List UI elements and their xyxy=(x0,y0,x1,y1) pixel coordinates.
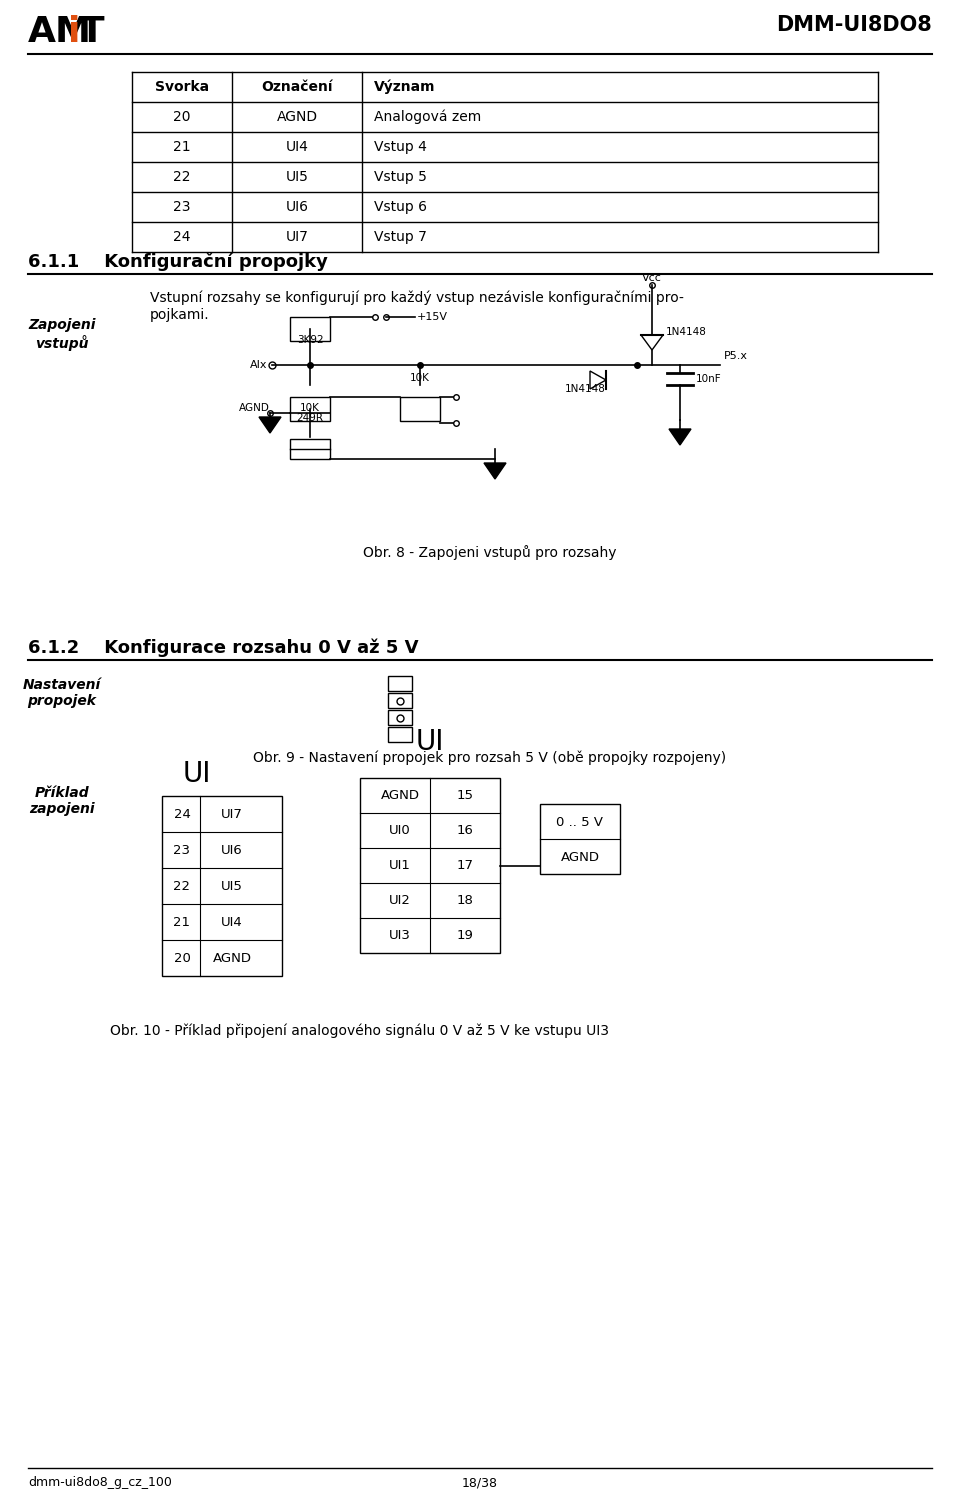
Text: UI7: UI7 xyxy=(221,808,243,821)
Text: Vcc: Vcc xyxy=(642,273,662,284)
Text: Zapojeni
vstupů: Zapojeni vstupů xyxy=(28,318,96,351)
Text: dmm-ui8do8_g_cz_100: dmm-ui8do8_g_cz_100 xyxy=(28,1475,172,1489)
Text: AGND: AGND xyxy=(380,790,420,802)
Text: UI6: UI6 xyxy=(221,844,243,857)
Text: 21: 21 xyxy=(174,916,190,929)
Bar xyxy=(290,317,330,341)
Bar xyxy=(162,796,282,976)
Bar xyxy=(388,710,412,725)
Text: 6.1.2    Konfigurace rozsahu 0 V až 5 V: 6.1.2 Konfigurace rozsahu 0 V až 5 V xyxy=(28,638,419,656)
Text: Svorka: Svorka xyxy=(155,80,209,95)
Text: 17: 17 xyxy=(457,859,473,872)
Text: 20: 20 xyxy=(173,110,191,125)
Bar xyxy=(388,726,412,741)
Bar xyxy=(540,805,620,874)
Polygon shape xyxy=(484,462,506,479)
Polygon shape xyxy=(669,429,691,444)
Text: UI2: UI2 xyxy=(389,895,411,907)
Text: P5.x: P5.x xyxy=(724,351,748,362)
Polygon shape xyxy=(259,417,281,432)
Text: UI: UI xyxy=(416,728,444,757)
Text: UI3: UI3 xyxy=(389,929,411,943)
Text: Vstup 4: Vstup 4 xyxy=(374,140,427,155)
Text: UI1: UI1 xyxy=(389,859,411,872)
Text: Analogová zem: Analogová zem xyxy=(374,110,481,125)
Bar xyxy=(290,396,330,420)
Bar xyxy=(388,693,412,708)
Text: 3K92: 3K92 xyxy=(297,335,324,345)
Text: AIx: AIx xyxy=(250,360,267,371)
Text: 23: 23 xyxy=(174,844,190,857)
Text: 18/38: 18/38 xyxy=(462,1475,498,1489)
Text: AGND: AGND xyxy=(561,851,599,865)
Text: AGND: AGND xyxy=(276,110,318,125)
Text: AGND: AGND xyxy=(212,952,252,965)
Text: UI7: UI7 xyxy=(285,230,308,245)
Text: Vstup 6: Vstup 6 xyxy=(374,200,427,215)
Bar xyxy=(360,778,500,953)
Text: 1N4148: 1N4148 xyxy=(666,327,707,338)
Text: 10K: 10K xyxy=(410,374,430,383)
Text: AGND: AGND xyxy=(239,402,270,413)
Text: Vstup 5: Vstup 5 xyxy=(374,170,427,185)
Text: Příklad
zapojeni: Příklad zapojeni xyxy=(29,787,95,817)
Text: 21: 21 xyxy=(173,140,191,155)
Text: UI0: UI0 xyxy=(389,824,411,838)
Bar xyxy=(290,438,330,459)
Text: 24: 24 xyxy=(174,808,190,821)
Text: 10nF: 10nF xyxy=(696,374,722,384)
Text: i: i xyxy=(68,15,81,50)
Text: Vstupní rozsahy se konfigurují pro každý vstup nezávisle konfiguračními pro-: Vstupní rozsahy se konfigurují pro každý… xyxy=(150,290,684,305)
Bar xyxy=(400,396,440,420)
Text: Označení: Označení xyxy=(261,80,333,95)
Text: Obr. 8 - Zapojeni vstupů pro rozsahy: Obr. 8 - Zapojeni vstupů pro rozsahy xyxy=(363,545,616,560)
Text: 249R: 249R xyxy=(297,413,324,423)
Text: 1N4148: 1N4148 xyxy=(564,384,606,393)
Text: 22: 22 xyxy=(173,170,191,185)
Text: Vstup 7: Vstup 7 xyxy=(374,230,427,245)
Text: 19: 19 xyxy=(457,929,473,943)
Text: 16: 16 xyxy=(457,824,473,838)
Text: UI4: UI4 xyxy=(285,140,308,155)
Text: 0 .. 5 V: 0 .. 5 V xyxy=(557,817,604,830)
Text: UI: UI xyxy=(182,760,211,788)
Text: 22: 22 xyxy=(174,880,190,893)
Bar xyxy=(388,675,412,690)
Text: UI6: UI6 xyxy=(285,200,308,215)
Text: pojkami.: pojkami. xyxy=(150,308,209,323)
Text: 24: 24 xyxy=(173,230,191,245)
Text: 15: 15 xyxy=(457,790,473,802)
Text: 6.1.1    Konfigurační propojky: 6.1.1 Konfigurační propojky xyxy=(28,252,328,270)
Text: Nastavení
propojek: Nastavení propojek xyxy=(23,678,101,708)
Text: UI5: UI5 xyxy=(285,170,308,185)
Text: Obr. 10 - Příklad připojení analogového signálu 0 V až 5 V ke vstupu UI3: Obr. 10 - Příklad připojení analogového … xyxy=(110,1024,610,1039)
Text: UI5: UI5 xyxy=(221,880,243,893)
Text: AM: AM xyxy=(28,15,92,50)
Text: 20: 20 xyxy=(174,952,190,965)
Text: Obr. 9 - Nastavení propojek pro rozsah 5 V (obě propojky rozpojeny): Obr. 9 - Nastavení propojek pro rozsah 5… xyxy=(253,750,727,764)
Text: DMM-UI8DO8: DMM-UI8DO8 xyxy=(777,15,932,35)
Text: 23: 23 xyxy=(173,200,191,215)
Text: 18: 18 xyxy=(457,895,473,907)
Text: Význam: Význam xyxy=(374,80,436,95)
Text: 10K: 10K xyxy=(300,402,320,413)
Text: +15V: +15V xyxy=(417,312,448,323)
Text: UI4: UI4 xyxy=(221,916,243,929)
Text: T: T xyxy=(80,15,105,50)
